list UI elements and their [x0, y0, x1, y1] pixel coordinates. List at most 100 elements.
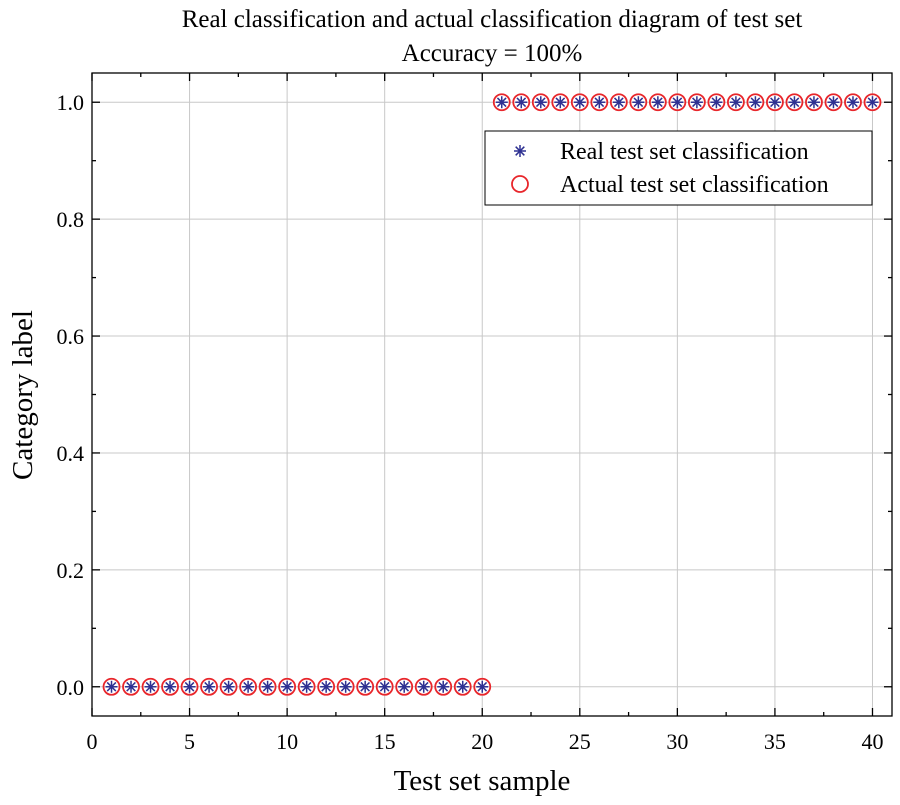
data-point-real	[320, 680, 333, 693]
y-axis-title: Category label	[7, 310, 39, 480]
data-point-actual	[122, 677, 140, 696]
x-tick-label: 40	[861, 729, 883, 754]
data-point-real	[612, 96, 625, 109]
data-point-actual	[336, 677, 355, 696]
data-point-real	[573, 96, 586, 109]
data-point-real	[788, 96, 801, 109]
data-point-real	[242, 680, 255, 693]
y-tick-label: 0.0	[57, 675, 85, 700]
data-point-actual	[239, 677, 257, 696]
y-tick-label: 0.8	[57, 207, 85, 232]
data-point-actual	[414, 677, 433, 696]
data-point-actual	[590, 93, 609, 112]
data-point-actual	[395, 677, 414, 696]
y-tick-label: 0.6	[57, 324, 85, 349]
data-point-real	[768, 96, 781, 109]
data-point-actual	[551, 93, 570, 112]
data-point-real	[222, 680, 235, 693]
x-tick-label: 35	[764, 729, 786, 754]
x-tick-label: 10	[276, 729, 298, 754]
x-tick-label: 0	[87, 729, 98, 754]
chart-title: Real classification and actual classific…	[182, 6, 803, 33]
data-point-real	[729, 96, 742, 109]
data-point-real	[398, 680, 411, 693]
data-point-actual	[278, 677, 297, 696]
data-point-actual	[727, 93, 745, 112]
data-point-real	[359, 680, 372, 693]
data-point-real	[125, 680, 138, 693]
data-point-real	[593, 96, 606, 109]
data-point-actual	[844, 93, 862, 112]
data-point-actual	[648, 93, 667, 112]
data-point-actual	[707, 93, 726, 112]
data-point-actual	[785, 93, 804, 112]
data-point-real	[183, 680, 196, 693]
data-point-real	[261, 680, 274, 693]
data-point-real	[807, 96, 820, 109]
data-point-actual	[102, 677, 121, 696]
data-point-actual	[258, 677, 277, 696]
data-point-real	[671, 96, 684, 109]
data-point-real	[632, 96, 645, 109]
legend-label-real: Real test set classification	[560, 139, 809, 165]
data-point-real	[378, 680, 391, 693]
data-point-real	[203, 680, 216, 693]
data-point-actual	[687, 93, 706, 112]
data-point-real	[281, 680, 294, 693]
data-point-real	[144, 680, 157, 693]
y-tick-label: 0.4	[57, 441, 85, 466]
legend-asterisk-marker	[514, 145, 526, 157]
data-point-real	[476, 680, 489, 693]
data-point-actual	[766, 93, 784, 112]
x-tick-label: 25	[569, 729, 591, 754]
legend-circle-marker	[511, 175, 529, 193]
y-tick-label: 0.2	[57, 558, 85, 583]
data-point-actual	[161, 677, 179, 696]
data-point-real	[827, 96, 840, 109]
x-axis-title: Test set sample	[394, 765, 571, 797]
data-point-real	[417, 680, 430, 693]
data-point-real	[515, 96, 528, 109]
axis-ticks	[91, 73, 892, 716]
data-point-actual	[356, 677, 375, 696]
legend: Real test set classification Actual test…	[484, 130, 873, 206]
data-point-real	[456, 680, 469, 693]
data-point-real	[105, 680, 118, 693]
data-point-actual	[297, 677, 316, 696]
x-tick-label: 20	[471, 729, 493, 754]
data-point-actual	[492, 93, 511, 112]
data-point-actual	[317, 677, 336, 696]
data-point-actual	[219, 677, 238, 696]
data-points	[102, 93, 882, 696]
data-point-actual	[609, 93, 628, 112]
legend-label-actual: Actual test set classification	[560, 172, 829, 198]
data-point-actual	[668, 93, 687, 112]
data-point-real	[534, 96, 547, 109]
data-point-actual	[805, 93, 823, 112]
data-point-actual	[570, 93, 589, 112]
data-point-real	[866, 96, 879, 109]
data-point-real	[300, 680, 313, 693]
data-point-real	[651, 96, 664, 109]
data-point-actual	[531, 93, 550, 112]
data-point-actual	[434, 677, 453, 696]
x-tick-label: 30	[666, 729, 688, 754]
data-point-real	[164, 680, 177, 693]
x-tick-label: 5	[184, 729, 195, 754]
data-point-real	[554, 96, 567, 109]
data-point-actual	[746, 93, 765, 112]
data-point-actual	[180, 677, 199, 696]
chart-subtitle: Accuracy = 100%	[402, 40, 583, 67]
data-point-actual	[453, 677, 472, 696]
legend-marker-actual	[511, 175, 529, 193]
data-point-actual	[512, 93, 531, 112]
data-point-real	[749, 96, 762, 109]
legend-box	[484, 130, 873, 206]
data-point-actual	[473, 677, 492, 696]
data-point-real	[846, 96, 859, 109]
data-point-actual	[141, 677, 160, 696]
data-point-actual	[863, 93, 882, 112]
data-point-actual	[375, 677, 394, 696]
legend-marker-real	[514, 145, 526, 157]
